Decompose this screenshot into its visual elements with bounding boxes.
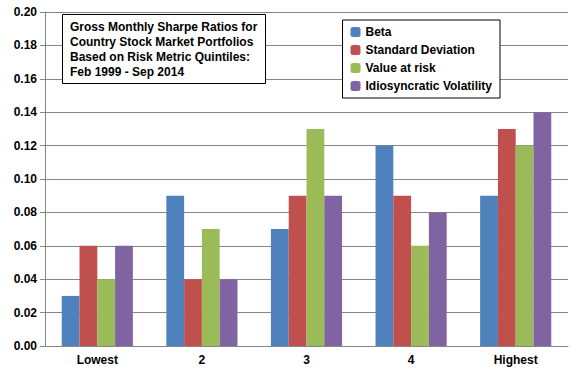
svg-text:0.02: 0.02 [14, 306, 38, 320]
svg-text:0.12: 0.12 [14, 139, 38, 153]
svg-text:0.14: 0.14 [14, 105, 38, 119]
svg-text:4: 4 [408, 353, 415, 367]
svg-text:0.16: 0.16 [14, 72, 38, 86]
svg-text:Lowest: Lowest [77, 353, 118, 367]
svg-text:Based on Risk Metric Quintiles: Based on Risk Metric Quintiles: [70, 50, 250, 64]
svg-text:Feb 1999 - Sep 2014: Feb 1999 - Sep 2014 [70, 65, 184, 79]
svg-text:Gross Monthly Sharpe Ratios fo: Gross Monthly Sharpe Ratios for [70, 20, 258, 34]
svg-text:0.20: 0.20 [14, 5, 38, 19]
svg-text:0.08: 0.08 [14, 205, 38, 219]
svg-text:0.06: 0.06 [14, 239, 38, 253]
svg-text:0.10: 0.10 [14, 172, 38, 186]
svg-text:Highest: Highest [494, 353, 538, 367]
svg-text:0.18: 0.18 [14, 38, 38, 52]
svg-text:Beta: Beta [366, 25, 392, 39]
svg-text:Standard Deviation: Standard Deviation [366, 43, 475, 57]
svg-text:Idiosyncratic Volatility: Idiosyncratic Volatility [366, 79, 493, 93]
svg-text:3: 3 [303, 353, 310, 367]
svg-text:0.00: 0.00 [14, 339, 38, 353]
svg-text:2: 2 [199, 353, 206, 367]
svg-text:Country Stock Market Portfolio: Country Stock Market Portfolios [70, 35, 254, 49]
svg-text:Value at risk: Value at risk [366, 61, 436, 75]
svg-text:0.04: 0.04 [14, 272, 38, 286]
